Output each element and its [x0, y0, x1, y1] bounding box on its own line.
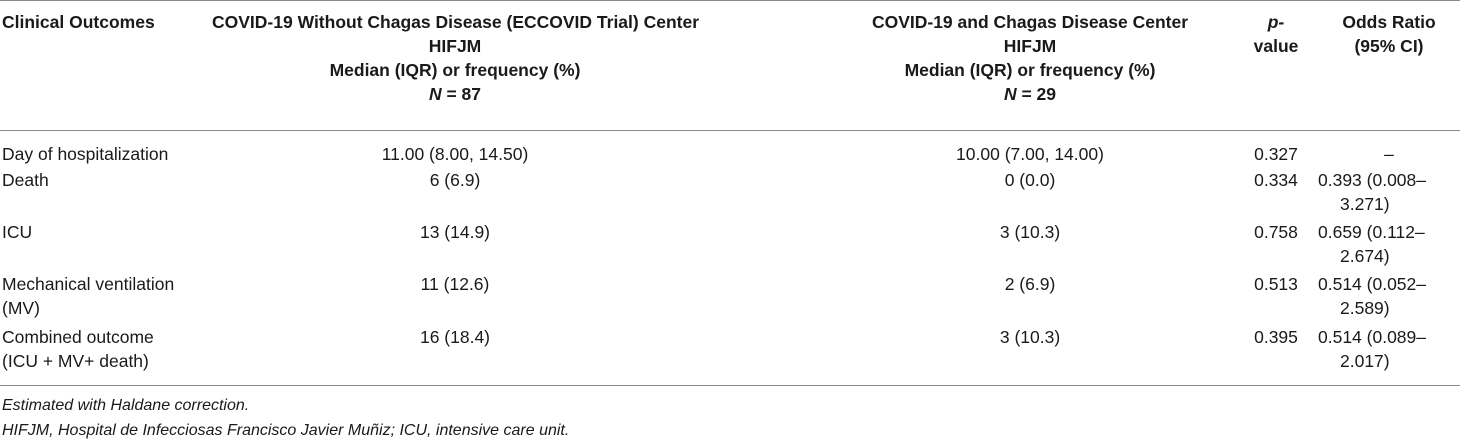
header-p-value: p- value	[1253, 12, 1299, 56]
header-with-chagas: COVID-19 and Chagas Disease Center HIFJM…	[871, 12, 1189, 104]
header-clinical-outcomes: Clinical Outcomes	[2, 12, 155, 32]
row-3-with: 2 (6.9)	[1004, 274, 1056, 294]
header-odds-ratio: Odds Ratio (95% CI)	[1342, 12, 1436, 56]
row-1-p: 0.334	[1254, 170, 1298, 190]
row-4-with: 3 (10.3)	[999, 327, 1061, 347]
row-3-without: 11 (12.6)	[420, 274, 490, 294]
row-label-death: Death	[2, 170, 49, 190]
row-1-or: 0.393 (0.008– 3.271)	[1318, 170, 1427, 214]
row-2-without: 13 (14.9)	[419, 222, 491, 242]
row-label-day-of-hospitalization: Day of hospitalization	[2, 144, 169, 164]
row-4-p: 0.395	[1254, 327, 1298, 347]
row-1-with: 0 (0.0)	[1004, 170, 1056, 190]
row-3-p: 0.513	[1254, 274, 1298, 294]
row-3-or: 0.514 (0.052– 2.589)	[1318, 274, 1427, 318]
table-top-rule	[0, 0, 1460, 1]
row-2-with: 3 (10.3)	[999, 222, 1061, 242]
row-4-without: 16 (18.4)	[419, 327, 491, 347]
footnote-haldane: Estimated with Haldane correction.	[2, 397, 250, 414]
row-0-with: 10.00 (7.00, 14.00)	[956, 144, 1104, 164]
row-0-without: 11.00 (8.00, 14.50)	[381, 144, 529, 164]
row-2-p: 0.758	[1254, 222, 1298, 242]
row-0-or: –	[1384, 144, 1394, 164]
header-bottom-rule	[0, 130, 1460, 131]
row-1-without: 6 (6.9)	[429, 170, 481, 190]
footnote-abbreviations: HIFJM, Hospital de Infecciosas Francisco…	[2, 422, 570, 439]
row-2-or: 0.659 (0.112– 2.674)	[1318, 222, 1425, 266]
row-label-combined-outcome: Combined outcome (ICU + MV+ death)	[2, 327, 154, 371]
header-without-chagas: COVID-19 Without Chagas Disease (ECCOVID…	[212, 12, 700, 104]
row-0-p: 0.327	[1254, 144, 1298, 164]
row-label-icu: ICU	[2, 222, 33, 242]
row-4-or: 0.514 (0.089– 2.017)	[1318, 327, 1427, 371]
table-bottom-rule	[0, 385, 1460, 386]
row-label-mechanical-ventilation: Mechanical ventilation (MV)	[2, 274, 175, 318]
